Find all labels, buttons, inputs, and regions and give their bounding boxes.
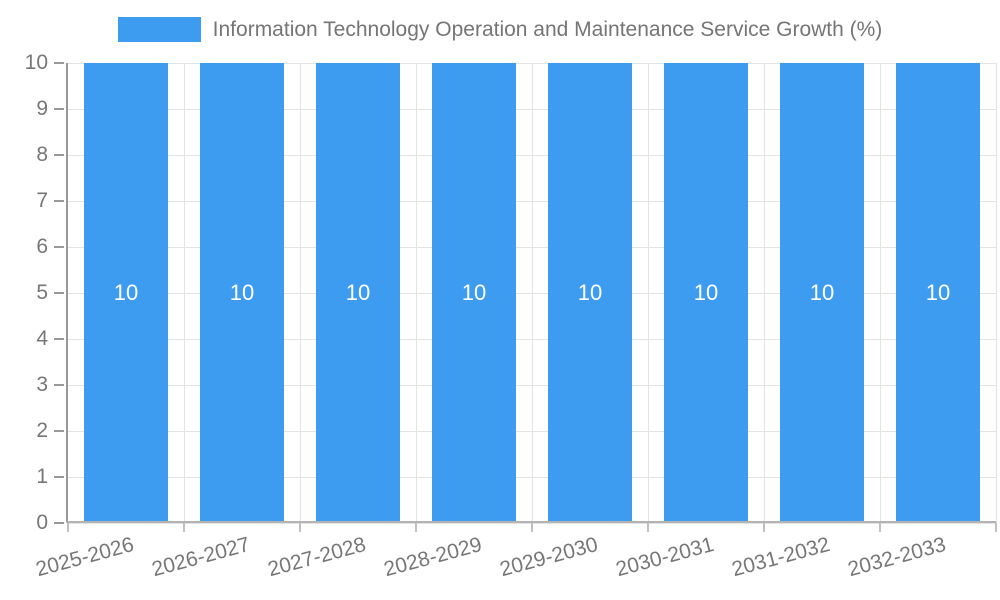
gridline-vertical — [415, 63, 417, 523]
gridline-vertical — [647, 63, 649, 523]
y-axis-tick — [54, 154, 64, 156]
bar-value-label: 10 — [809, 280, 835, 305]
gridline-vertical — [763, 63, 765, 523]
legend: Information Technology Operation and Mai… — [0, 17, 1000, 42]
x-axis-tick-label: 2031-2032 — [728, 533, 832, 582]
gridline-vertical — [183, 63, 185, 523]
legend-item[interactable]: Information Technology Operation and Mai… — [117, 17, 883, 42]
y-axis-tick — [54, 430, 64, 432]
x-axis-tick — [67, 523, 69, 532]
x-axis-tick — [183, 523, 185, 532]
bar-value-label: 10 — [693, 280, 719, 305]
x-axis-tick-label: 2030-2031 — [612, 533, 716, 582]
bar-value-label: 10 — [229, 280, 255, 305]
x-axis-tick — [299, 523, 301, 532]
bar-value-label: 10 — [577, 280, 603, 305]
y-axis-tick-label: 2 — [36, 419, 48, 442]
bar-value-label: 10 — [113, 280, 139, 305]
x-axis-line — [66, 521, 996, 523]
bar-value-label: 10 — [461, 280, 487, 305]
x-axis-tick — [879, 523, 881, 532]
y-axis-tick-label: 8 — [36, 143, 48, 166]
y-axis-tick-label: 1 — [36, 465, 48, 488]
x-axis-tick-label: 2025-2026 — [32, 533, 136, 582]
bar-2026-2027[interactable]: 10 — [200, 63, 284, 523]
gridline-vertical — [879, 63, 881, 523]
x-axis-tick — [763, 523, 765, 532]
y-axis-tick — [54, 338, 64, 340]
y-axis-tick-label: 0 — [36, 511, 48, 534]
y-axis-tick-label: 6 — [36, 235, 48, 258]
gridline-vertical — [299, 63, 301, 523]
y-axis-tick-label: 5 — [36, 281, 48, 304]
x-axis-tick — [415, 523, 417, 532]
x-axis-tick-label: 2029-2030 — [496, 533, 600, 582]
y-axis-line — [66, 63, 68, 523]
y-axis-tick — [54, 108, 64, 110]
y-axis-tick-label: 3 — [36, 373, 48, 396]
x-axis-tick — [995, 523, 997, 532]
y-axis-tick-label: 9 — [36, 97, 48, 120]
x-axis-tick — [531, 523, 533, 532]
y-axis-tick — [54, 200, 64, 202]
bar-2027-2028[interactable]: 10 — [316, 63, 400, 523]
y-axis-tick-label: 7 — [36, 189, 48, 212]
bar-2029-2030[interactable]: 10 — [548, 63, 632, 523]
x-axis-tick-label: 2026-2027 — [148, 533, 252, 582]
x-axis-tick-label: 2027-2028 — [264, 533, 368, 582]
y-axis-tick-label: 10 — [24, 51, 48, 74]
y-axis-tick — [54, 384, 64, 386]
bar-2031-2032[interactable]: 10 — [780, 63, 864, 523]
x-axis-tick-label: 2028-2029 — [380, 533, 484, 582]
y-axis-tick — [54, 292, 64, 294]
bar-2032-2033[interactable]: 10 — [896, 63, 980, 523]
x-axis-tick — [647, 523, 649, 532]
y-axis-tick — [54, 62, 64, 64]
y-axis-tick — [54, 246, 64, 248]
bar-value-label: 10 — [925, 280, 951, 305]
x-axis-tick-label: 2032-2033 — [844, 533, 948, 582]
y-axis-tick — [54, 522, 64, 524]
legend-swatch-icon — [117, 17, 201, 42]
legend-label: Information Technology Operation and Mai… — [212, 17, 883, 41]
y-axis-tick-label: 4 — [36, 327, 48, 350]
y-axis-tick — [54, 476, 64, 478]
bar-2028-2029[interactable]: 10 — [432, 63, 516, 523]
plot-area: 10 10 10 10 10 10 10 10 — [68, 62, 997, 524]
bar-2025-2026[interactable]: 10 — [84, 63, 168, 523]
gridline-vertical — [531, 63, 533, 523]
gridline-vertical — [995, 63, 997, 523]
bar-2030-2031[interactable]: 10 — [664, 63, 748, 523]
bar-value-label: 10 — [345, 280, 371, 305]
